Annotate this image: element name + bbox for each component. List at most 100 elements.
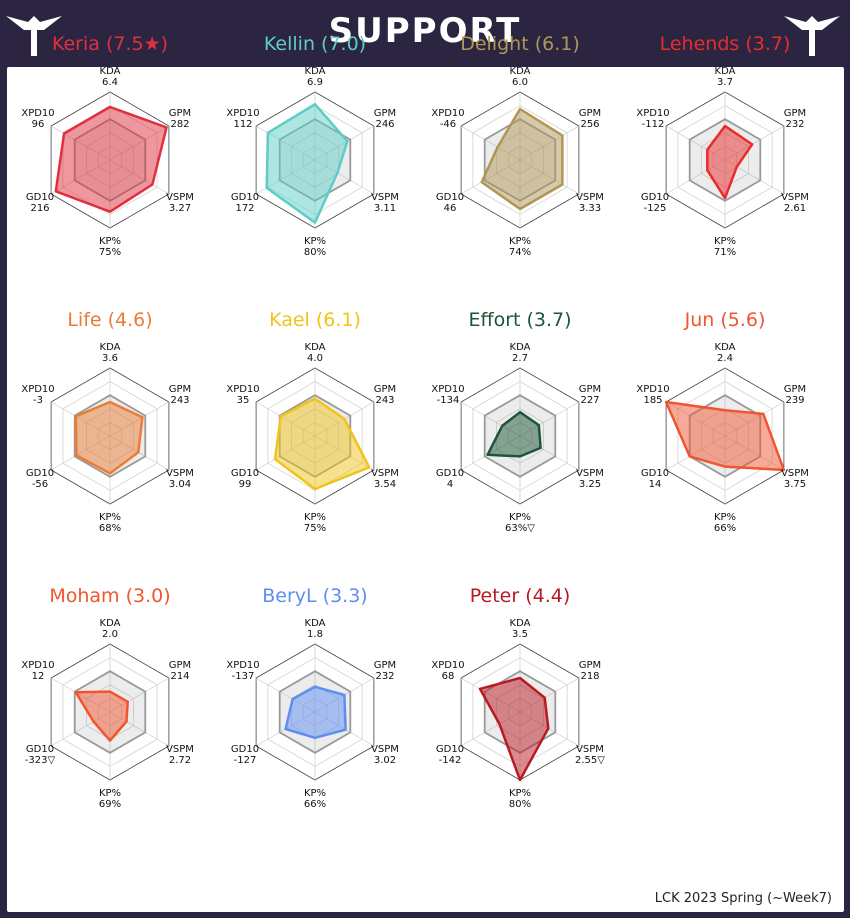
grid-ring [279, 394, 351, 478]
chart-title-lehends: Lehends (3.7) [659, 33, 791, 55]
radar-chart-effort: KDA 2.7 GPM 227 VSPM 3.25 KP% 63%▽ GD10 4 XPD10 -13… [431, 342, 604, 534]
axis-label-gd10: GD10 14 [641, 468, 669, 490]
data-polygon-delight [480, 107, 564, 211]
average-reference-hexagon [73, 394, 147, 478]
grid-spoke [665, 435, 726, 471]
grid-spoke [665, 401, 726, 437]
grid-spoke [460, 125, 521, 161]
axis-label-gpm: GPM 246 [374, 108, 396, 130]
grid-ring [267, 657, 363, 767]
axis-label-kppct: KP% 71% [714, 236, 736, 258]
axis-label-vspm: VSPM 3.75 [781, 468, 809, 490]
grid-spoke [460, 711, 521, 747]
data-polygon-kael [273, 397, 371, 491]
axis-label-kppct: KP% 69% [99, 788, 121, 810]
axis-label-xpd10: XPD10 68 [431, 660, 464, 682]
axis-label-gd10: GD10 -142 [436, 744, 464, 766]
grid-spoke [724, 401, 785, 437]
grid-spoke [109, 159, 170, 195]
grid-spoke [314, 401, 375, 437]
axis-label-xpd10: XPD10 -137 [226, 660, 259, 682]
grid-spoke [50, 677, 111, 713]
axis-label-gd10: GD10 -56 [26, 468, 54, 490]
radar-chart-life: KDA 3.6 GPM 243 VSPM 3.04 KP% 68% GD10 -56 XPD10 -3 [21, 342, 194, 534]
charts-panel: Keria (7.5★) KDA 6.4 GPM 282 VSPM 3.27 KP% 75% GD… [7, 33, 844, 912]
axis-label-gpm: GPM 214 [169, 660, 191, 682]
chart-title-moham: Moham (3.0) [49, 585, 171, 607]
grid-spoke [255, 435, 316, 471]
grid-ring [701, 408, 749, 464]
average-reference-hexagon [483, 118, 557, 202]
grid-ring [484, 394, 556, 478]
data-polygon-kellin [265, 102, 349, 224]
grid-spoke [255, 677, 316, 713]
grid-spoke [460, 677, 521, 713]
axis-label-gd10: GD10 -127 [231, 744, 259, 766]
average-reference-hexagon [278, 394, 352, 478]
axis-label-kda: KDA 2.4 [715, 342, 736, 364]
axis-label-kppct: KP% 63%▽ [505, 512, 535, 534]
grid-spoke [314, 435, 375, 471]
grid-spoke [519, 711, 580, 747]
axis-label-xpd10: XPD10 185 [636, 384, 669, 406]
grid-spoke [50, 711, 111, 747]
axis-label-vspm: VSPM 3.27 [166, 192, 194, 214]
grid-spoke [109, 401, 170, 437]
grid-ring [291, 408, 339, 464]
radar-chart-keria: KDA 6.4 GPM 282 VSPM 3.27 KP% 75% GD10 216 XPD10 96 [21, 66, 194, 258]
chart-title-peter: Peter (4.4) [469, 585, 571, 607]
grid-spoke [519, 159, 580, 195]
grid-ring [712, 421, 738, 451]
chart-title-kael: Kael (6.1) [269, 309, 361, 331]
axis-label-vspm: VSPM 2.55▽ [575, 744, 605, 766]
chart-title-effort: Effort (3.7) [468, 309, 572, 331]
axis-label-gd10: GD10 -125 [641, 192, 669, 214]
axis-label-gpm: GPM 232 [374, 660, 396, 682]
axis-label-gd10: GD10 216 [26, 192, 54, 214]
grid-spoke [460, 401, 521, 437]
grid-ring [496, 408, 544, 464]
axis-label-kppct: KP% 80% [509, 788, 531, 810]
data-polygon-moham [74, 690, 129, 742]
grid-spoke [460, 159, 521, 195]
axis-label-xpd10: XPD10 -46 [431, 108, 464, 130]
grid-ring [689, 394, 761, 478]
radar-chart-delight: KDA 6.0 GPM 256 VSPM 3.33 KP% 74% GD10 46 XPD10 -46 [431, 66, 604, 258]
axis-label-vspm: VSPM 3.54 [371, 468, 399, 490]
grid-ring [677, 381, 773, 491]
grid-spoke [724, 435, 785, 471]
radar-chart-jun: KDA 2.4 GPM 239 VSPM 3.75 KP% 66% GD10 14 XPD10 185 [636, 342, 809, 534]
chart-title-delight: Delight (6.1) [460, 33, 580, 55]
average-reference-hexagon [73, 118, 147, 202]
grid-spoke [724, 125, 785, 161]
axis-label-gpm: GPM 227 [579, 384, 601, 406]
axis-label-kda: KDA 3.7 [715, 66, 736, 88]
grid-spoke [109, 435, 170, 471]
axis-label-xpd10: XPD10 96 [21, 108, 54, 130]
axis-label-gd10: GD10 172 [231, 192, 259, 214]
grid-ring [291, 684, 339, 740]
axis-label-vspm: VSPM 3.11 [371, 192, 399, 214]
page-title: SUPPORT [328, 11, 522, 51]
grid-spoke [109, 125, 170, 161]
grid-ring [279, 670, 351, 754]
data-polygon-keria [54, 105, 168, 213]
radar-chart-lehends: KDA 3.7 GPM 232 VSPM 2.61 KP% 71% GD10 -125 XPD10-… [636, 66, 809, 258]
axis-label-vspm: VSPM 3.25 [576, 468, 604, 490]
grid-spoke [255, 711, 316, 747]
average-reference-hexagon [688, 118, 762, 202]
axis-label-gd10: GD10 4 [436, 468, 464, 490]
grid-spoke [314, 711, 375, 747]
grid-ring [689, 118, 761, 202]
grid-ring [62, 105, 158, 215]
grid-ring [86, 408, 134, 464]
average-reference-hexagon [73, 670, 147, 754]
grid-ring [74, 670, 146, 754]
axis-label-kda: KDA 4.0 [305, 342, 326, 364]
grid-ring [665, 91, 785, 229]
grid-spoke [519, 401, 580, 437]
grid-spoke [519, 435, 580, 471]
grid-spoke [50, 159, 111, 195]
axis-label-xpd10: XPD10 35 [226, 384, 259, 406]
grid-spoke [460, 435, 521, 471]
